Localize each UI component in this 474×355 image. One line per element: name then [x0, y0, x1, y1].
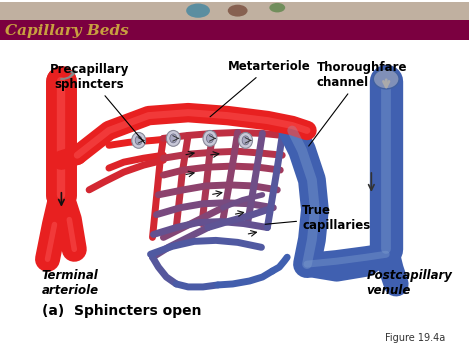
- Ellipse shape: [203, 130, 217, 146]
- Text: Postcapillary
venule: Postcapillary venule: [366, 269, 452, 297]
- Ellipse shape: [269, 3, 285, 12]
- Ellipse shape: [135, 136, 142, 145]
- Ellipse shape: [207, 134, 213, 143]
- Text: (a)  Sphincters open: (a) Sphincters open: [42, 304, 201, 318]
- Bar: [0, 18, 469, 40]
- Text: Terminal
arteriole: Terminal arteriole: [42, 269, 99, 297]
- Text: Capillary Beds: Capillary Beds: [5, 24, 129, 38]
- Text: Thoroughfare
channel: Thoroughfare channel: [309, 61, 407, 146]
- Text: Precapillary
sphincters: Precapillary sphincters: [49, 63, 145, 143]
- Ellipse shape: [228, 5, 247, 17]
- Ellipse shape: [374, 69, 399, 89]
- Ellipse shape: [238, 132, 253, 148]
- Text: Figure 19.4a: Figure 19.4a: [385, 333, 446, 343]
- Text: True
capillaries: True capillaries: [265, 204, 370, 231]
- Ellipse shape: [132, 132, 146, 148]
- Ellipse shape: [166, 130, 180, 146]
- Ellipse shape: [170, 134, 177, 143]
- Ellipse shape: [186, 4, 210, 18]
- Bar: [0, 2, 469, 20]
- Text: Metarteriole: Metarteriole: [210, 60, 310, 117]
- Ellipse shape: [242, 136, 249, 145]
